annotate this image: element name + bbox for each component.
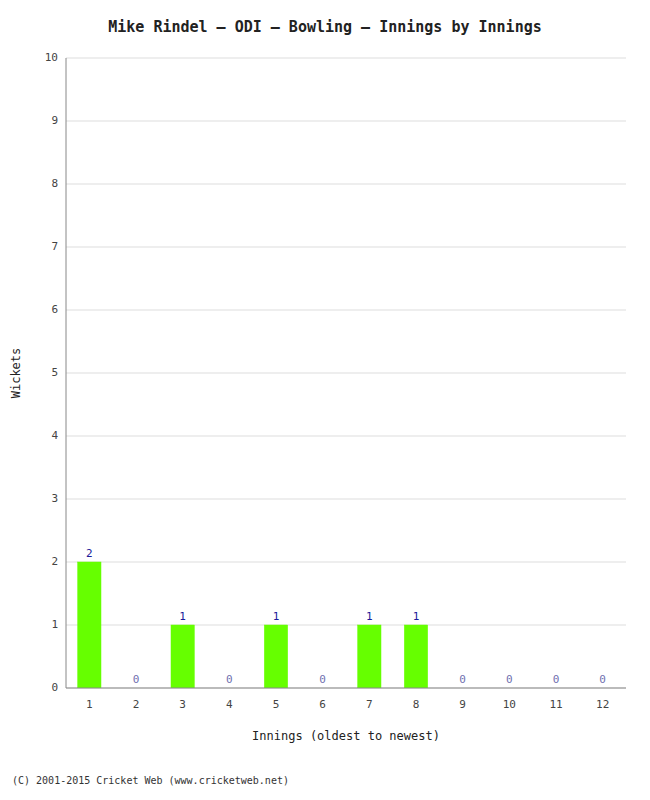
y-tick-label: 6 <box>51 303 58 316</box>
x-tick-label: 5 <box>273 698 280 711</box>
y-tick-label: 10 <box>45 51 58 64</box>
y-tick-label: 3 <box>51 492 58 505</box>
grid-line <box>66 562 626 563</box>
bar <box>171 625 194 688</box>
x-tick-label: 4 <box>226 698 233 711</box>
data-label: 0 <box>319 673 326 686</box>
data-label: 0 <box>459 673 466 686</box>
y-grid <box>66 58 626 688</box>
data-labels: 2 0 1 0 1 0 1 1 0 0 0 0 <box>86 547 606 686</box>
data-label: 1 <box>273 610 280 623</box>
data-label: 2 <box>86 547 93 560</box>
y-axis-line <box>66 58 67 688</box>
grid-line <box>66 121 626 122</box>
x-tick-label: 6 <box>319 698 326 711</box>
y-tick-label: 0 <box>51 681 58 694</box>
grid-line <box>66 310 626 311</box>
y-tick-label: 1 <box>51 618 58 631</box>
x-tick-label: 12 <box>596 698 609 711</box>
grid-line <box>66 247 626 248</box>
chart-svg: 012345678910201010110000123456789101112M… <box>0 0 650 800</box>
x-tick-label: 8 <box>413 698 420 711</box>
y-tick-label: 7 <box>51 240 58 253</box>
bar <box>404 625 427 688</box>
grid-line <box>66 184 626 185</box>
bar <box>78 562 101 688</box>
y-tick-label: 4 <box>51 429 58 442</box>
x-axis-line <box>66 688 626 689</box>
page: {"chart_data": {"type": "bar", "title": … <box>0 0 650 800</box>
x-tick-label: 2 <box>133 698 140 711</box>
background <box>0 0 650 800</box>
grid-line <box>66 373 626 374</box>
bar <box>358 625 381 688</box>
grid-line <box>66 625 626 626</box>
data-label: 0 <box>506 673 513 686</box>
data-label: 1 <box>366 610 373 623</box>
bars <box>78 562 428 688</box>
grid-line <box>66 436 626 437</box>
x-axis-label: Innings (oldest to newest) <box>252 729 440 743</box>
x-tick-label: 10 <box>503 698 516 711</box>
y-axis-label: Wickets <box>9 348 23 399</box>
x-tick-label: 11 <box>549 698 562 711</box>
y-tick-label: 8 <box>51 177 58 190</box>
grid-line <box>66 499 626 500</box>
y-tick-label: 2 <box>51 555 58 568</box>
x-tick-label: 3 <box>179 698 186 711</box>
grid-line <box>66 58 626 59</box>
grid-line <box>66 688 626 689</box>
data-label: 1 <box>413 610 420 623</box>
y-tick-label: 9 <box>51 114 58 127</box>
chart-container: 012345678910201010110000123456789101112M… <box>0 0 650 800</box>
x-tick-label: 1 <box>86 698 93 711</box>
x-tick-label: 9 <box>459 698 466 711</box>
data-label: 0 <box>133 673 140 686</box>
y-tick-label: 5 <box>51 366 58 379</box>
data-label: 0 <box>599 673 606 686</box>
data-label: 1 <box>179 610 186 623</box>
bar <box>264 625 287 688</box>
title: Mike Rindel – ODI – Bowling – Innings by… <box>108 18 541 36</box>
footer: (C) 2001-2015 Cricket Web (www.cricketwe… <box>12 775 289 786</box>
data-label: 0 <box>226 673 233 686</box>
x-tick-label: 7 <box>366 698 373 711</box>
data-label: 0 <box>553 673 560 686</box>
